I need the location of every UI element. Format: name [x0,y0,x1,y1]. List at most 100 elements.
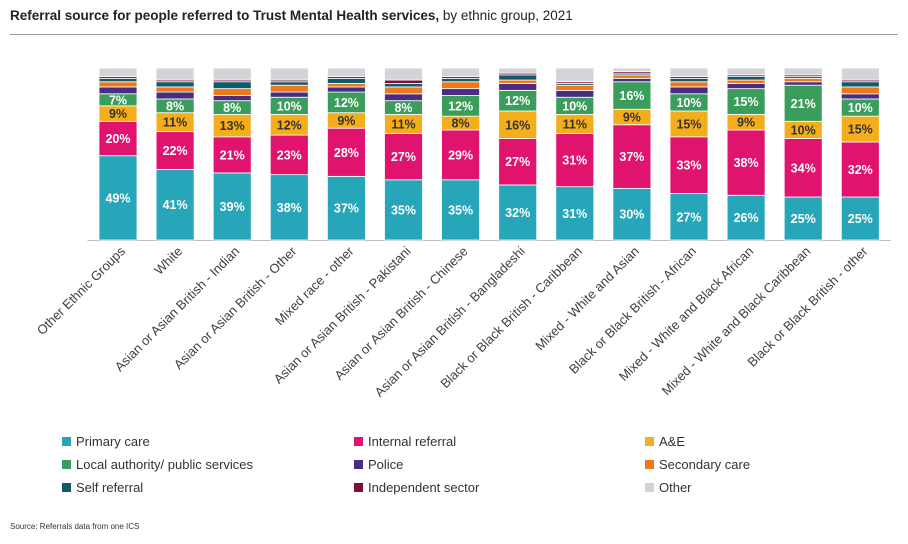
bar-segment-secondary-care [384,86,423,95]
data-label: 30% [619,208,644,222]
data-label: 41% [163,198,188,212]
bar-segment-primary-care [384,179,423,241]
legend-item-independent-sector: Independent sector [354,480,479,495]
bar-segment-local-authority-public-services [783,84,823,122]
bar-segment-a-e [840,115,880,143]
legend-label: Other [659,480,692,495]
data-label: 31% [562,207,587,221]
title-divider [10,34,898,35]
data-label: 8% [394,101,412,115]
legend-label: Internal referral [368,434,457,449]
bar-segment-police [783,81,823,86]
data-label: 15% [734,95,759,109]
legend-label: A&E [659,434,686,449]
bar-segment-secondary-care [612,74,652,79]
bar-segment-a-e [498,110,538,139]
source-note: Source: Referrals data from one ICS [10,522,140,531]
bar-segment-independent-sector [384,79,423,84]
bar-segment-police [98,86,138,95]
bar-segment-internal-referral [155,131,195,170]
bar-segment-secondary-care [726,79,766,84]
data-label: 9% [337,114,355,128]
bar-segment-other [155,67,195,81]
data-label: 32% [505,206,530,220]
data-label: 9% [623,111,641,125]
data-label: 37% [619,150,644,164]
data-label: 12% [277,118,302,132]
bar-segment-police [726,83,766,90]
bar-segment-self-referral [726,76,766,81]
data-label: 38% [734,156,759,170]
legend-item-police: Police [354,457,403,472]
bar-segment-primary-care [269,174,309,241]
legend-swatch [62,437,71,446]
bar-segment-other [98,67,138,78]
bar-segment-other [726,67,766,76]
chart-title-bold: Referral source for people referred to T… [10,8,440,23]
bar-segment-secondary-care [555,84,595,91]
bar-segment-secondary-care [840,86,880,95]
data-label: 16% [619,89,644,103]
legend-item-local-authority-public-services: Local authority/ public services [62,457,253,472]
data-label: 7% [109,93,127,107]
legend-label: Self referral [76,480,144,495]
bar-segment-self-referral [840,81,880,88]
data-label: 25% [791,212,816,226]
bar-segment-primary-care [498,184,538,241]
bar-segment-police [612,77,652,83]
bar-segment-primary-care [212,172,252,241]
data-label: 15% [848,123,873,137]
bar-segment-primary-care [441,179,481,241]
data-label: 16% [505,118,530,132]
data-label: 27% [391,150,416,164]
bar-segment-police [212,95,252,102]
bar-segment-other [783,67,823,76]
bar-segment-internal-referral [840,141,880,198]
data-label: 49% [105,191,130,205]
data-label: 23% [277,148,302,162]
data-label: 35% [448,203,473,217]
x-tick-label: Black or Black British - other [744,243,871,370]
data-label: 10% [277,99,302,113]
bar-segment-other [840,67,880,81]
bar-segment-self-referral [498,74,538,81]
bar-segment-other [326,67,366,78]
bar-segment-primary-care [326,175,366,241]
bar-segment-police [155,91,195,100]
bar-segment-other [212,67,252,81]
legend-label: Independent sector [368,480,480,495]
data-label: 12% [334,96,359,110]
bar-segment-local-authority-public-services [726,88,766,115]
bar-segment-self-referral [441,77,481,83]
data-label: 10% [562,99,587,113]
bar-segment-police [384,93,423,102]
bar-segment-self-referral [212,81,252,90]
stacked-bar-chart: 49%20%9%7%Other Ethnic Groups41%22%11%8%… [34,67,891,400]
bar-segment-police [840,93,880,100]
data-label: 8% [452,117,470,131]
bar-segment-internal-referral [783,138,823,198]
bar-segment-secondary-care [669,81,709,88]
bar-segment-secondary-care [326,83,366,88]
bar-segment-other [669,67,709,78]
bar-segment-a-e [669,110,709,138]
bar-segment-other [555,67,595,83]
data-label: 8% [166,99,184,113]
data-label: 8% [223,101,241,115]
data-label: 21% [791,97,816,111]
legend-swatch [354,437,363,446]
legend-label: Secondary care [659,457,751,472]
bar-segment-secondary-care [98,81,138,88]
data-label: 13% [220,119,245,133]
legend-swatch [645,437,654,446]
data-label: 39% [220,200,245,214]
data-label: 11% [163,116,187,130]
bar-segment-self-referral [98,77,138,83]
bar-segment-secondary-care [155,86,195,93]
data-label: 21% [220,148,245,162]
legend-item-primary-care: Primary care [62,434,150,449]
data-label: 31% [562,154,587,168]
bar-segment-primary-care [669,193,709,241]
legend-item-a-e: A&E [645,434,685,449]
data-label: 11% [391,117,415,131]
